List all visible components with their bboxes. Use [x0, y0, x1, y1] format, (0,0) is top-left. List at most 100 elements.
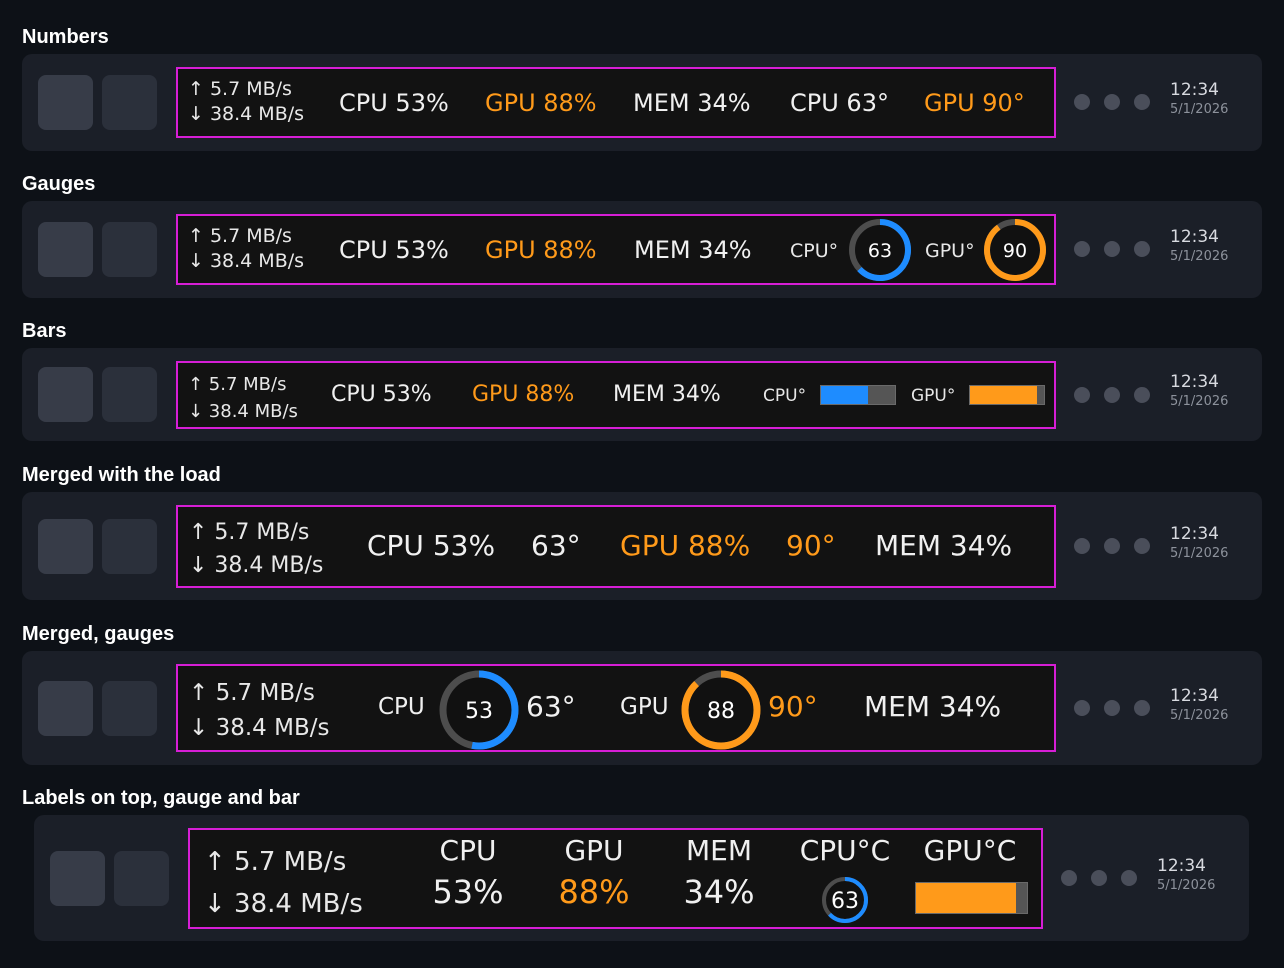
- clock[interactable]: 12:34 5/1/2026: [1170, 686, 1228, 723]
- upload-speed: ↑ 5.7 MB/s: [188, 225, 292, 247]
- network-speed: ↑ 5.7 MB/s ↓ 38.4 MB/s: [204, 842, 363, 925]
- gpu-temp-gauge: 90: [984, 219, 1046, 281]
- circle-dot-icon[interactable]: [1061, 870, 1077, 886]
- mem-load: MEM 34%: [613, 382, 721, 407]
- circle-dot-icon[interactable]: [1104, 538, 1120, 554]
- stats-widget[interactable]: ↑ 5.7 MB/s ↓ 38.4 MB/s CPU 53% 63° GPU 8…: [176, 505, 1056, 588]
- circle-dot-icon[interactable]: [1074, 241, 1090, 257]
- circle-dot-icon[interactable]: [1074, 387, 1090, 403]
- gpu-temp-label: GPU°: [925, 240, 975, 262]
- circle-dot-icon[interactable]: [1134, 241, 1150, 257]
- download-speed: ↓ 38.4 MB/s: [188, 103, 305, 126]
- gpu-temp: GPU 90°: [924, 89, 1025, 117]
- stats-widget[interactable]: ↑ 5.7 MB/s ↓ 38.4 MB/s CPU 53% GPU 88% M…: [188, 828, 1043, 929]
- circle-dot-icon[interactable]: [1134, 700, 1150, 716]
- taskbar-gauges: ↑ 5.7 MB/s ↓ 38.4 MB/s CPU 53% GPU 88% M…: [22, 201, 1262, 298]
- clock[interactable]: 12:34 5/1/2026: [1170, 524, 1228, 561]
- download-speed: ↓ 38.4 MB/s: [189, 714, 330, 741]
- cpu-load: 53%: [432, 873, 504, 911]
- tray-icons: [1074, 241, 1150, 257]
- cpu-temp: 63°: [526, 690, 576, 723]
- app-button-1[interactable]: [50, 851, 105, 906]
- tray-icons: [1074, 94, 1150, 110]
- clock[interactable]: 12:34 5/1/2026: [1170, 372, 1228, 409]
- clock[interactable]: 12:34 5/1/2026: [1170, 227, 1228, 264]
- circle-dot-icon[interactable]: [1104, 94, 1120, 110]
- clock[interactable]: 12:34 5/1/2026: [1170, 80, 1228, 117]
- app-button-1[interactable]: [38, 367, 93, 422]
- app-button-2[interactable]: [102, 367, 157, 422]
- circle-dot-icon[interactable]: [1074, 538, 1090, 554]
- cpu-temp: CPU 63°: [790, 89, 889, 117]
- clock-time: 12:34: [1170, 80, 1219, 100]
- app-button-2[interactable]: [114, 851, 169, 906]
- section-title-gauges: Gauges: [22, 173, 96, 195]
- section-title-merged-load: Merged with the load: [22, 464, 221, 486]
- app-button-2[interactable]: [102, 75, 157, 130]
- gpu-load-gauge: 88: [681, 670, 761, 750]
- cpu-temp-bar: [820, 385, 896, 405]
- section-title-bars: Bars: [22, 320, 67, 342]
- stats-widget[interactable]: ↑ 5.7 MB/s ↓ 38.4 MB/s CPU 53% GPU 88% M…: [176, 361, 1056, 429]
- mem-label: MEM: [685, 834, 752, 867]
- stats-widget[interactable]: ↑ 5.7 MB/s ↓ 38.4 MB/s CPU 53% GPU 88% M…: [176, 67, 1056, 138]
- clock-date: 5/1/2026: [1170, 546, 1229, 561]
- cpu-temp-gauge: 63: [849, 219, 911, 281]
- download-speed: ↓ 38.4 MB/s: [188, 250, 305, 273]
- taskbar-bars: ↑ 5.7 MB/s ↓ 38.4 MB/s CPU 53% GPU 88% M…: [22, 348, 1262, 441]
- circle-dot-icon[interactable]: [1104, 387, 1120, 403]
- gpu-load: GPU 88%: [472, 382, 575, 407]
- app-button-2[interactable]: [102, 519, 157, 574]
- download-speed: ↓ 38.4 MB/s: [188, 401, 298, 422]
- clock-date: 5/1/2026: [1170, 394, 1229, 409]
- circle-dot-icon[interactable]: [1121, 870, 1137, 886]
- app-button-1[interactable]: [38, 519, 93, 574]
- gpu-temp-column: GPU°C: [910, 834, 1030, 867]
- download-speed: ↓ 38.4 MB/s: [189, 553, 324, 578]
- upload-speed: ↑ 5.7 MB/s: [189, 520, 310, 545]
- upload-speed: ↑ 5.7 MB/s: [204, 847, 347, 877]
- circle-dot-icon[interactable]: [1091, 870, 1107, 886]
- mem-load: MEM 34%: [633, 89, 751, 117]
- mem-load: MEM 34%: [634, 236, 752, 264]
- clock-date: 5/1/2026: [1170, 249, 1229, 264]
- cpu-label: CPU: [439, 834, 497, 867]
- circle-dot-icon[interactable]: [1134, 538, 1150, 554]
- app-button-2[interactable]: [102, 222, 157, 277]
- cpu-temp-bar-fill: [821, 386, 868, 404]
- download-speed: ↓ 38.4 MB/s: [204, 888, 363, 919]
- circle-dot-icon[interactable]: [1134, 94, 1150, 110]
- upload-speed: ↑ 5.7 MB/s: [188, 374, 287, 395]
- section-title-merged-gauges: Merged, gauges: [22, 623, 175, 645]
- app-button-1[interactable]: [38, 681, 93, 736]
- stats-widget[interactable]: ↑ 5.7 MB/s ↓ 38.4 MB/s CPU 53% GPU 88% M…: [176, 214, 1056, 285]
- stats-widget[interactable]: ↑ 5.7 MB/s ↓ 38.4 MB/s CPU 53 63° GPU 88…: [176, 664, 1056, 752]
- gpu-temp-bar-fill: [916, 883, 1016, 913]
- circle-dot-icon[interactable]: [1074, 700, 1090, 716]
- gpu-temp-label: GPU°: [911, 386, 956, 406]
- app-button-1[interactable]: [38, 75, 93, 130]
- cpu-load-gauge: 53: [439, 670, 519, 750]
- clock[interactable]: 12:34 5/1/2026: [1157, 856, 1215, 893]
- gpu-column: GPU 88%: [544, 834, 644, 911]
- cpu-load-gauge-value: 53: [465, 699, 493, 724]
- gpu-temp-bar: [969, 385, 1045, 405]
- circle-dot-icon[interactable]: [1134, 387, 1150, 403]
- app-button-1[interactable]: [38, 222, 93, 277]
- gpu-load-gauge-value: 88: [707, 699, 735, 724]
- circle-dot-icon[interactable]: [1104, 700, 1120, 716]
- clock-time: 12:34: [1170, 372, 1219, 392]
- gpu-temp-bar: [915, 882, 1028, 914]
- circle-dot-icon[interactable]: [1074, 94, 1090, 110]
- mem-load: MEM 34%: [864, 690, 1002, 723]
- clock-time: 12:34: [1170, 686, 1219, 706]
- gpu-label: GPU: [620, 694, 669, 720]
- app-button-2[interactable]: [102, 681, 157, 736]
- clock-time: 12:34: [1170, 524, 1219, 544]
- taskbar-numbers: ↑ 5.7 MB/s ↓ 38.4 MB/s CPU 53% GPU 88% M…: [22, 54, 1262, 151]
- section-title-labels-on-top: Labels on top, gauge and bar: [22, 787, 300, 809]
- gpu-load: GPU 88%: [620, 529, 751, 562]
- mem-load: MEM 34%: [875, 529, 1013, 562]
- circle-dot-icon[interactable]: [1104, 241, 1120, 257]
- cpu-temp-label: CPU°: [763, 386, 807, 406]
